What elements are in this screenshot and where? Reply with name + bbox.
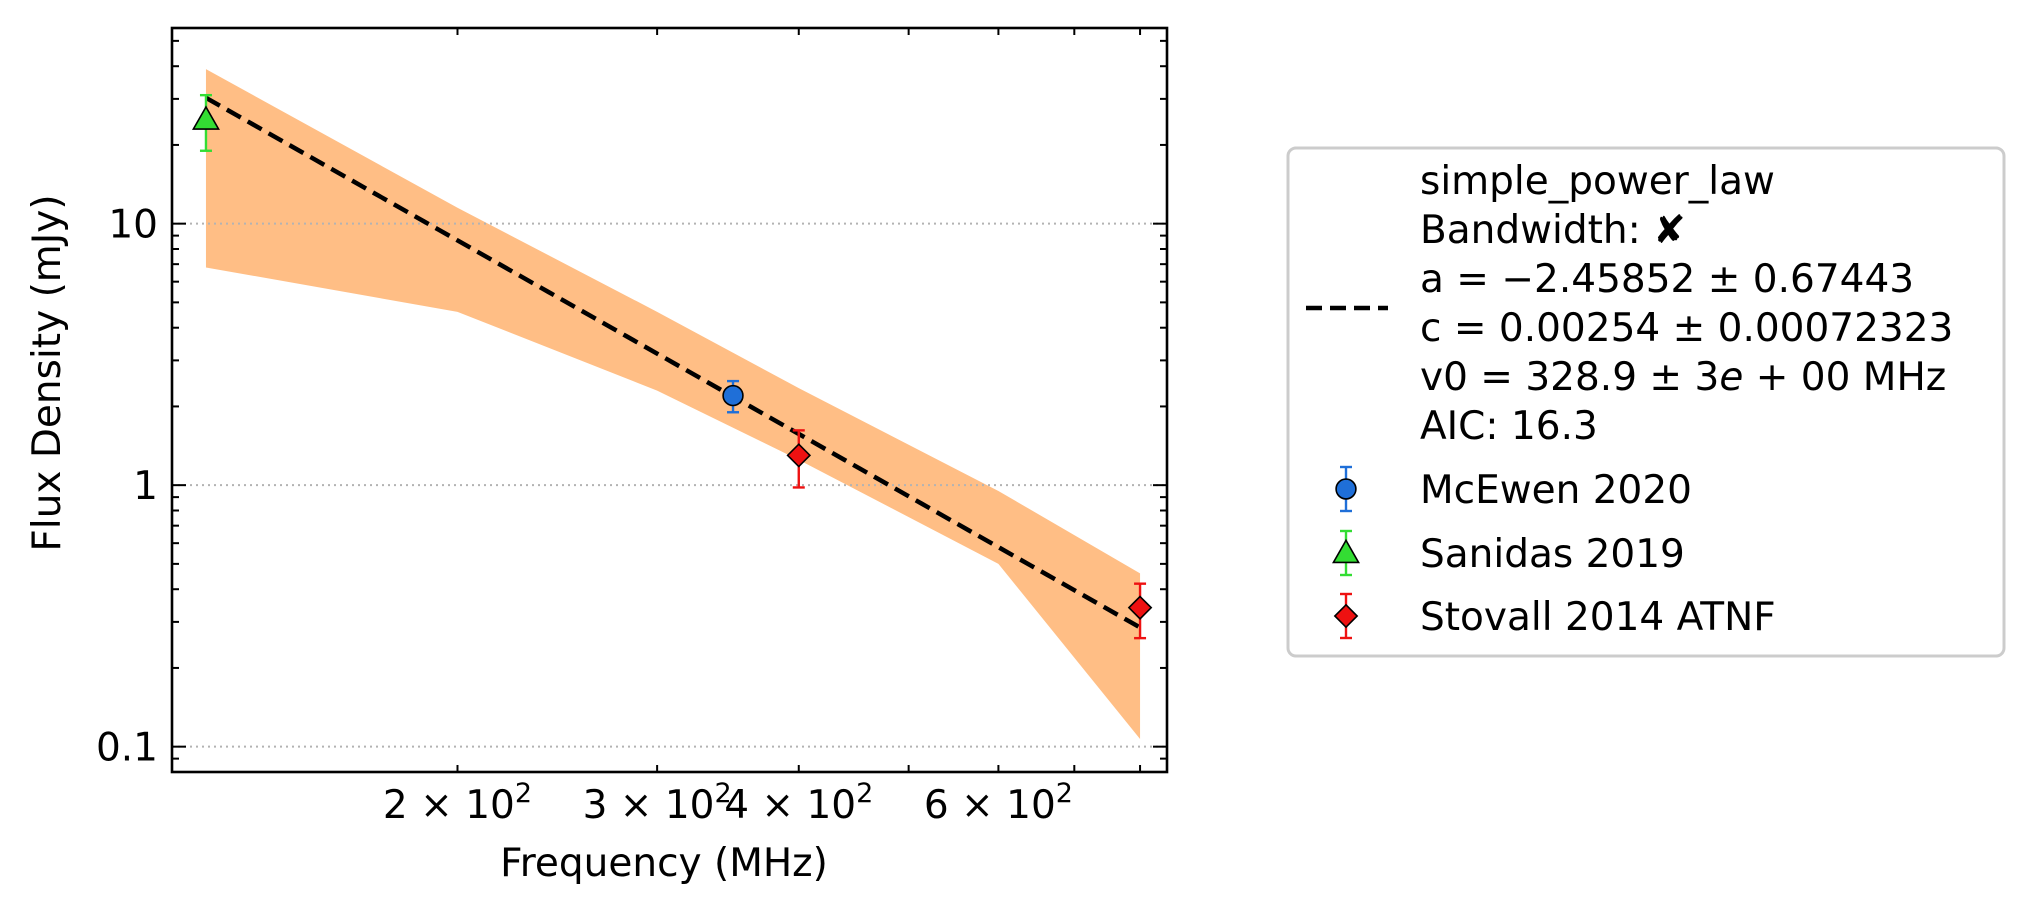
x-tick-exponent: 2	[714, 778, 731, 809]
data-point-diamond	[786, 443, 812, 468]
x-tick-label: 6 × 102	[924, 778, 1073, 828]
x-tick-label: 3 × 102	[583, 778, 732, 828]
legend-entry-sanidas	[1332, 529, 1360, 577]
y-tick-label: 10	[108, 203, 158, 248]
legend-bandwidth: Bandwidth: ✘	[1420, 208, 1686, 253]
legend-param-v0: v0 = 328.9 ± 3e + 00 MHz	[1420, 355, 1946, 400]
x-tick-mantissa: 2 × 10	[383, 783, 515, 828]
legend-bandwidth-label: Bandwidth:	[1420, 208, 1641, 253]
data-point-diamond	[1127, 595, 1153, 620]
legend-marker-diamond	[1333, 603, 1359, 629]
legend-marker-circle	[1335, 478, 1357, 500]
fit-line	[204, 95, 1142, 630]
y-tick-label: 1	[133, 464, 158, 509]
plot-frame	[170, 26, 1169, 774]
y-axis-label: Flux Density (mJy)	[25, 194, 70, 551]
data-points	[191, 93, 1153, 640]
legend-label-sanidas: Sanidas 2019	[1420, 532, 1685, 577]
legend-entry-stovall	[1333, 592, 1359, 640]
data-point-circle	[722, 384, 744, 407]
legend-bandwidth-cross-icon: ✘	[1653, 208, 1686, 253]
x-tick-exponent: 2	[515, 778, 532, 809]
x-tick-label: 4 × 102	[724, 778, 873, 828]
legend-box	[1286, 146, 2006, 658]
legend-param-v0-prefix: v0 = 328.9 ± 3	[1420, 355, 1719, 400]
x-tick-label: 2 × 102	[383, 778, 532, 828]
legend-param-c: c = 0.00254 ± 0.00072323	[1420, 306, 1953, 351]
legend-param-v0-suffix: + 00 MHz	[1743, 355, 1946, 400]
x-tick-mantissa: 3 × 10	[583, 783, 715, 828]
x-tick-exponent: 2	[856, 778, 873, 809]
legend-param-v0-e: e	[1719, 355, 1743, 400]
legend-aic: AIC: 16.3	[1420, 404, 1598, 449]
legend-label-mcewen: McEwen 2020	[1420, 468, 1692, 513]
x-tick-mantissa: 4 × 10	[724, 783, 856, 828]
grid-lines	[172, 222, 1167, 748]
fit-uncertainty-band	[205, 69, 1141, 739]
x-tick-mantissa: 6 × 10	[924, 783, 1056, 828]
legend-param-a: a = −2.45852 ± 0.67443	[1420, 257, 1914, 302]
x-tick-exponent: 2	[1056, 778, 1073, 809]
legend-marker-triangle	[1332, 538, 1360, 564]
x-axis-label: Frequency (MHz)	[500, 841, 828, 886]
legend: simple_power_law Bandwidth: ✘ a = −2.458…	[1286, 146, 2006, 658]
legend-label-stovall: Stovall 2014 ATNF	[1420, 595, 1776, 640]
y-tick-label: 0.1	[96, 726, 158, 771]
data-point-triangle	[191, 105, 220, 130]
legend-fit-model: simple_power_law	[1420, 159, 1775, 204]
legend-entry-mcewen	[1335, 465, 1357, 513]
